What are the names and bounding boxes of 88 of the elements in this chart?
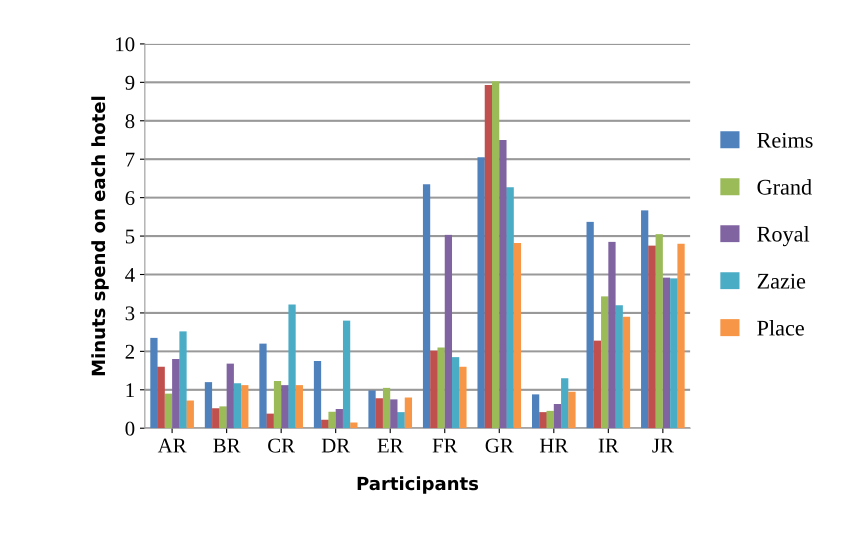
x-tick-label: HR (540, 438, 568, 452)
bar (554, 404, 562, 428)
y-tick-label: 6 (126, 191, 134, 206)
y-tick-label: 3 (126, 306, 134, 320)
x-tick-label: CR (268, 438, 296, 453)
bar (499, 140, 507, 428)
bar (539, 412, 547, 428)
bar (532, 394, 540, 428)
bar (444, 234, 452, 428)
bar (608, 242, 616, 428)
y-tick-label: 10 (116, 37, 134, 52)
bar (484, 85, 492, 428)
bar (158, 366, 165, 428)
bar (459, 366, 467, 428)
y-tick-label: 1 (126, 383, 134, 398)
x-tick-label: AR (158, 438, 187, 452)
bar (561, 378, 568, 428)
legend-label: Grand (757, 179, 812, 195)
y-tick-label: 0 (125, 422, 134, 436)
bar (477, 157, 485, 428)
bar (164, 394, 172, 428)
bar (452, 357, 460, 428)
bar (670, 278, 678, 428)
bar (336, 409, 343, 428)
legend-label: Royal (757, 226, 810, 246)
bar (397, 412, 405, 428)
bar (288, 304, 296, 428)
bar (677, 244, 685, 428)
x-tick-label: ER (378, 438, 404, 452)
bar (506, 187, 514, 428)
bar (648, 246, 656, 428)
bar (437, 348, 445, 428)
bar (376, 398, 383, 428)
bar (212, 408, 220, 428)
bar (234, 383, 242, 428)
bar (390, 399, 398, 428)
bar (179, 331, 187, 428)
x-tick-label: JR (652, 438, 674, 453)
y-axis-title: Minuts spend on each hotel (91, 96, 109, 376)
bar (226, 364, 234, 428)
bar (314, 360, 322, 428)
x-tick-label: FR (432, 438, 458, 452)
bar (281, 385, 288, 428)
x-tick-label: BR (213, 438, 240, 452)
bar (568, 392, 576, 428)
bar (492, 81, 500, 428)
legend-label: Zazie (758, 274, 806, 289)
y-tick-label: 4 (125, 268, 135, 282)
bar (641, 210, 648, 428)
y-tick-label: 2 (126, 344, 134, 359)
y-tick-label: 9 (125, 76, 134, 90)
bar (594, 340, 602, 428)
x-tick-label: IR (598, 438, 619, 452)
bar (382, 388, 390, 428)
bar (296, 385, 303, 428)
bar (622, 316, 630, 428)
bar (601, 296, 608, 428)
bar (662, 278, 670, 428)
bar (328, 412, 336, 428)
bar (241, 385, 248, 428)
bar (186, 400, 194, 428)
bar (342, 320, 350, 428)
x-axis-title: Participants (358, 476, 478, 494)
bar (404, 397, 412, 428)
legend-label: Reims (757, 132, 813, 148)
bar (368, 390, 376, 428)
bar (321, 420, 328, 428)
bar (616, 305, 623, 428)
bar (274, 380, 282, 428)
legend-label: Place (757, 320, 804, 336)
bar (422, 184, 430, 428)
x-tick-label: DR (322, 438, 350, 452)
y-tick-label: 8 (125, 114, 134, 128)
y-tick-label: 5 (126, 230, 134, 244)
bar (430, 350, 438, 428)
bar (350, 422, 358, 428)
bar (546, 410, 554, 428)
bar (586, 222, 594, 428)
x-tick-label: GR (486, 438, 514, 453)
y-tick-label: 7 (126, 152, 135, 166)
bar (219, 406, 227, 428)
bar (172, 359, 180, 428)
bar (266, 414, 274, 428)
bar (656, 234, 663, 428)
bar (514, 242, 522, 428)
bar (259, 344, 267, 428)
bar (150, 338, 158, 428)
bar (204, 382, 212, 428)
